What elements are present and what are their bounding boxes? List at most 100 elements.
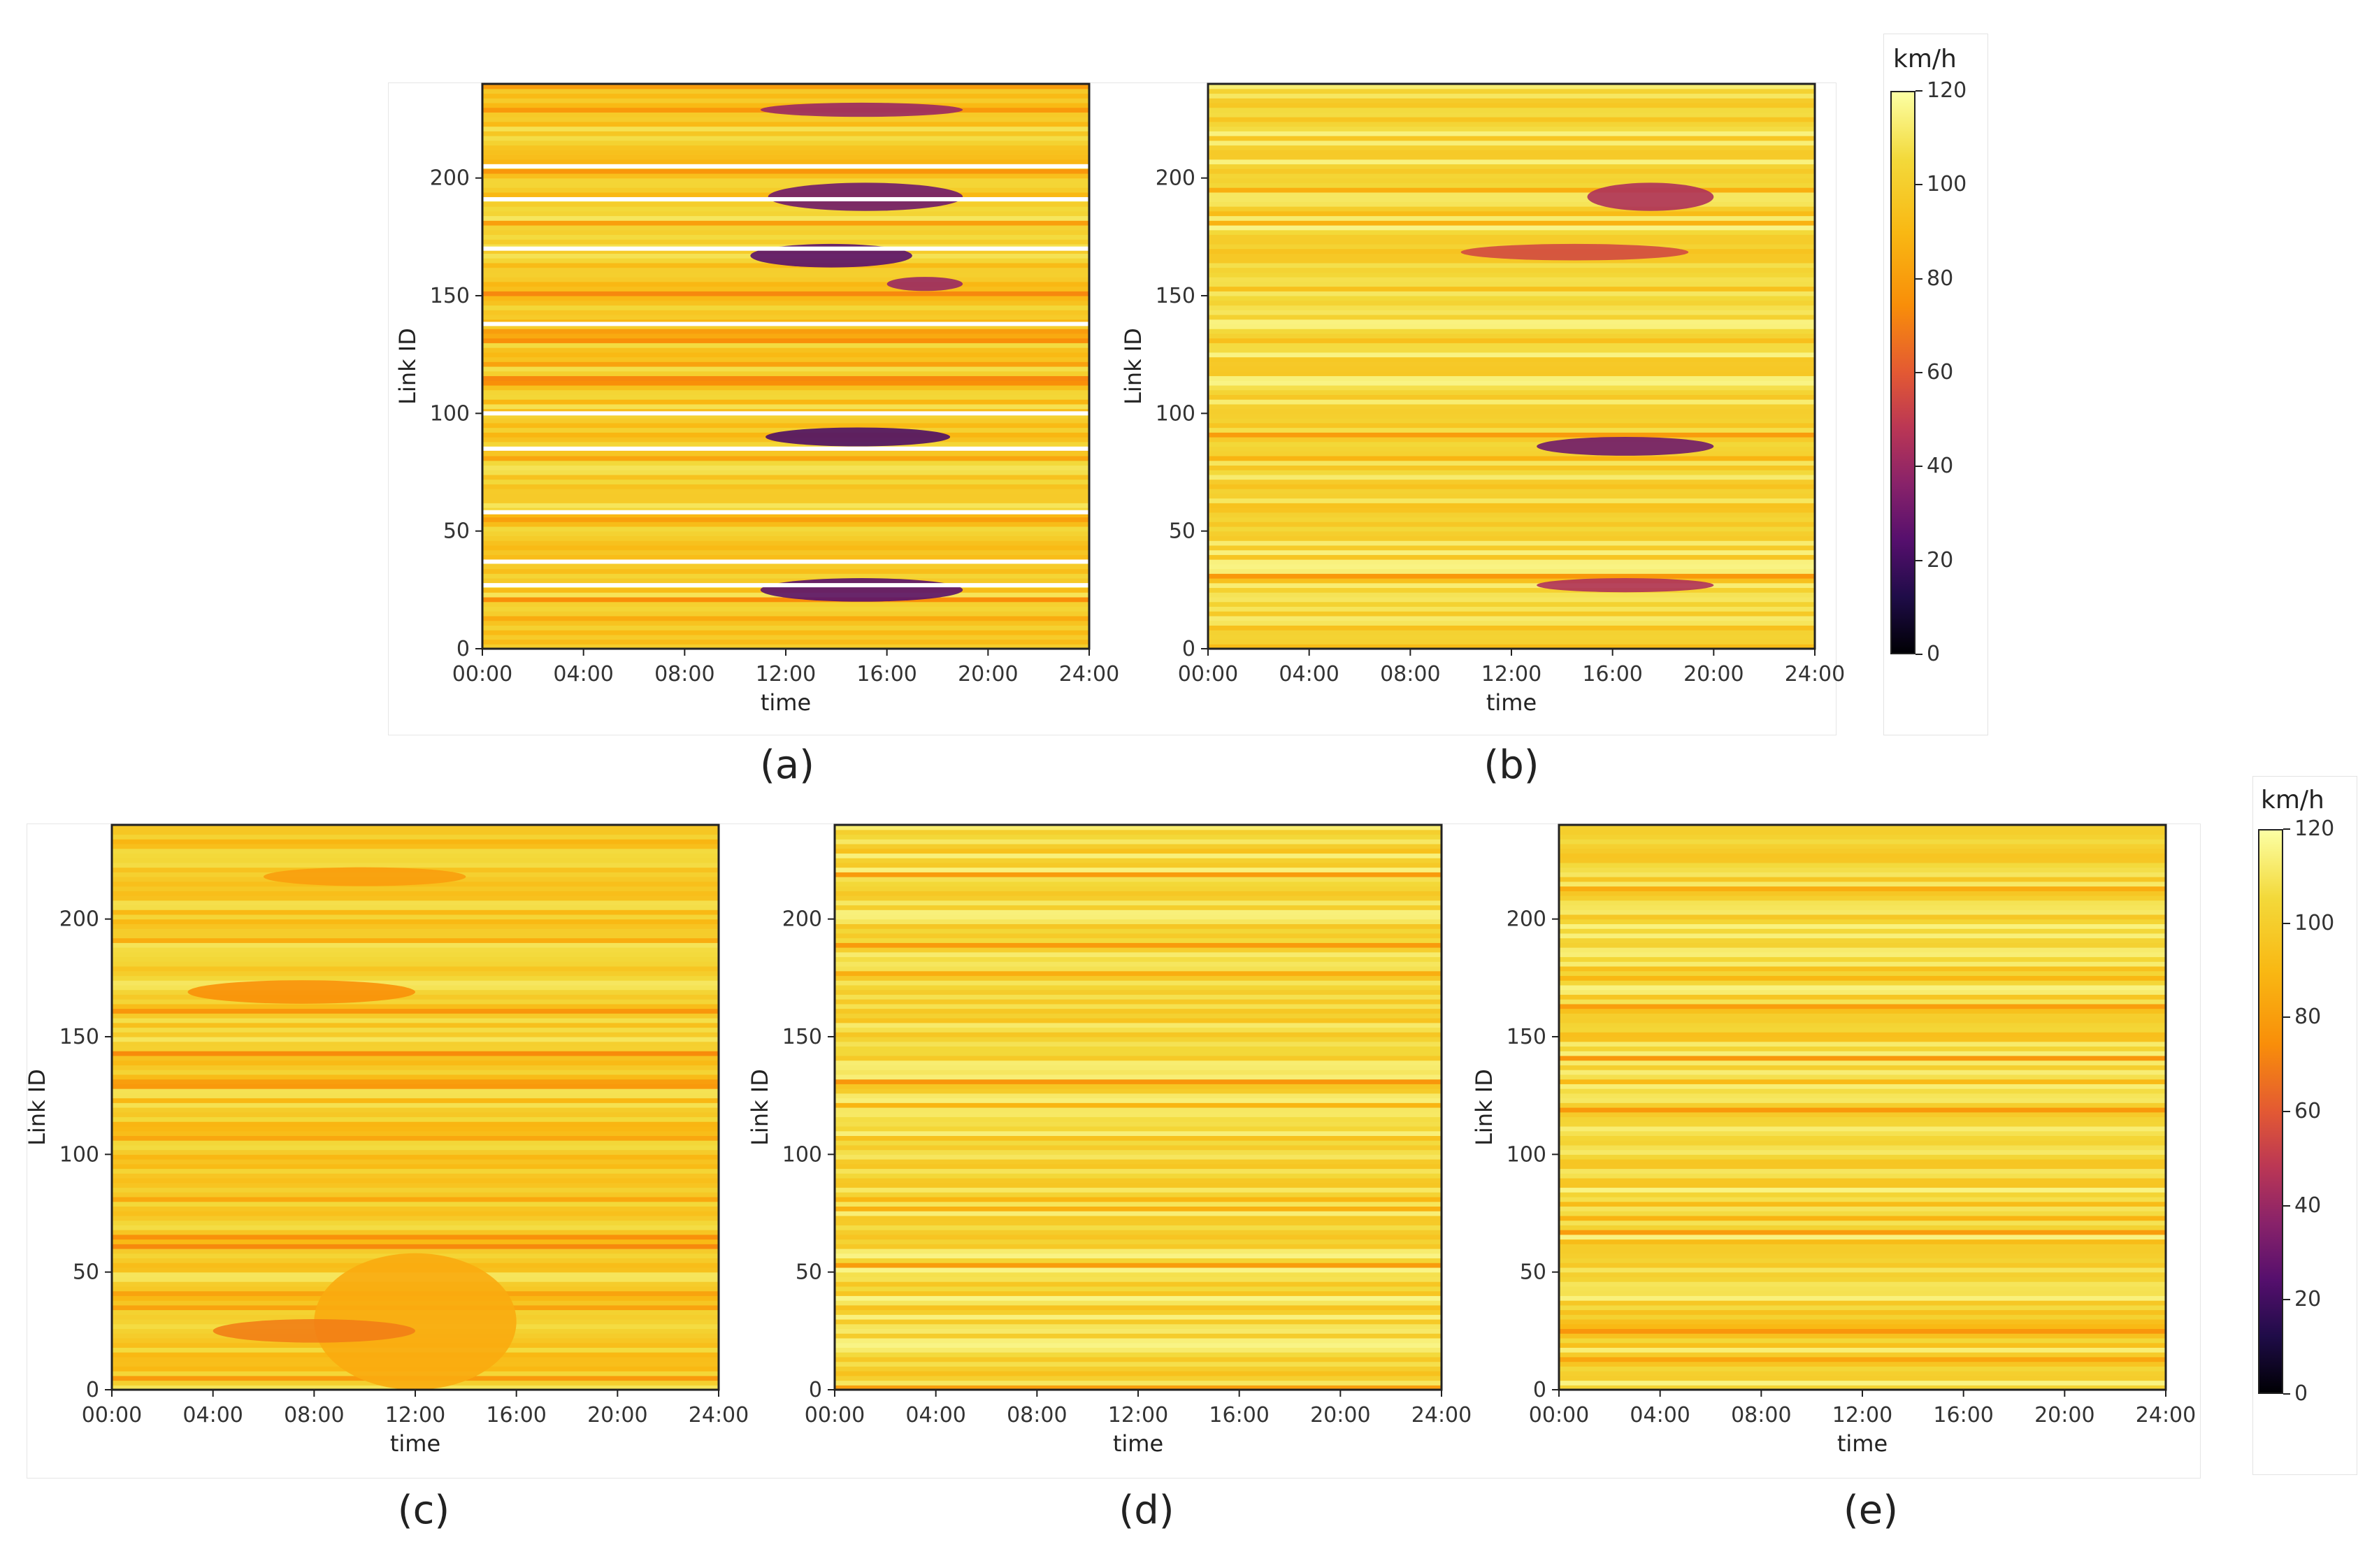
heatmap-row <box>1559 1046 2166 1051</box>
heatmap-row <box>835 1112 1442 1118</box>
heatmap-row <box>482 182 1089 188</box>
heatmap-row <box>1559 1371 2166 1376</box>
heatmap-row <box>835 1225 1442 1230</box>
heatmap-row <box>482 489 1089 494</box>
heatmap-row <box>482 277 1089 282</box>
heatmap-row <box>1208 549 1815 555</box>
heatmap-row <box>835 886 1442 891</box>
heatmap-row <box>112 886 719 891</box>
heatmap-row <box>112 1098 719 1103</box>
heatmap-row <box>835 1328 1442 1334</box>
heatmap-row <box>112 1182 719 1188</box>
heatmap-row <box>1559 1187 2166 1193</box>
colorbar-tick-mark <box>1915 372 1922 373</box>
heatmap-row <box>482 131 1089 136</box>
heatmap-row <box>482 210 1089 217</box>
heatmap-row <box>1208 215 1815 221</box>
heatmap-row <box>1559 1032 2166 1037</box>
congestion-region <box>886 277 963 292</box>
heatmap-row <box>835 900 1442 906</box>
heatmap-row <box>1559 1130 2166 1136</box>
heatmap-row <box>835 1088 1442 1094</box>
heatmap-row <box>1208 234 1815 240</box>
y-axis-label: Link ID <box>747 1069 773 1146</box>
y-tick-label: 150 <box>59 1025 99 1049</box>
heatmap-row <box>1559 1140 2166 1146</box>
heatmap-row <box>1559 1276 2166 1282</box>
x-axis-label: time <box>1113 1430 1163 1457</box>
heatmap-row <box>482 310 1089 315</box>
y-tick-label: 0 <box>809 1378 822 1402</box>
heatmap-row <box>1208 375 1815 381</box>
heatmap-panel-b: 00:00 04:00 08:00 12:00 16:00 20:00 24:00 0 50 10… <box>1120 82 1845 716</box>
heatmap-row <box>482 479 1089 484</box>
heatmap-row <box>1208 422 1815 429</box>
heatmap-row <box>1559 1272 2166 1277</box>
heatmap-row <box>1559 1008 2166 1014</box>
heatmap-row <box>112 989 719 995</box>
heatmap-row <box>112 1051 719 1056</box>
y-tick-label: 200 <box>782 907 822 932</box>
heatmap-row <box>835 1258 1442 1263</box>
heatmap-row <box>1559 1154 2166 1160</box>
heatmap-row <box>482 154 1089 160</box>
heatmap-row <box>835 1182 1442 1188</box>
missing-link-line <box>482 446 1089 451</box>
heatmap-row <box>112 1041 719 1047</box>
heatmap-row <box>1208 286 1815 292</box>
heatmap-row <box>1559 1135 2166 1141</box>
heatmap-row <box>1208 512 1815 518</box>
heatmap-row <box>1559 1366 2166 1372</box>
heatmap-row <box>1559 1361 2166 1367</box>
heatmap-row <box>1559 1149 2166 1155</box>
heatmap-row <box>1208 554 1815 560</box>
heatmap-row <box>482 606 1089 612</box>
colorbar-tick-label: 40 <box>2294 1193 2322 1218</box>
heatmap-row <box>482 563 1089 570</box>
heatmap-row <box>1559 1215 2166 1221</box>
heatmap-row <box>1559 961 2166 967</box>
heatmap-row <box>1208 324 1815 329</box>
heatmap-row <box>835 1060 1442 1065</box>
colorbar-tick-label: 0 <box>2294 1381 2308 1406</box>
congestion-region <box>768 182 963 211</box>
heatmap-row <box>835 1046 1442 1051</box>
x-tick-label: 08:00 <box>1731 1403 1791 1427</box>
heatmap-row <box>112 1112 719 1118</box>
heatmap-row <box>1208 225 1815 231</box>
heatmap-row <box>1208 187 1815 193</box>
heatmap-row <box>835 984 1442 991</box>
heatmap-row <box>835 1371 1442 1376</box>
heatmap-row <box>1208 441 1815 447</box>
heatmap-row <box>112 834 719 840</box>
heatmap-row <box>482 389 1089 395</box>
heatmap-row <box>835 947 1442 953</box>
heatmap-row <box>835 1286 1442 1292</box>
heatmap-row <box>1559 1074 2166 1080</box>
heatmap-row <box>835 1263 1442 1268</box>
heatmap-row <box>112 1102 719 1108</box>
colorbar-tick-label: 80 <box>2294 1005 2322 1030</box>
heatmap-row <box>112 1244 719 1249</box>
heatmap-row <box>1208 206 1815 212</box>
heatmap-row <box>835 923 1442 929</box>
x-tick-label: 16:00 <box>1582 662 1642 686</box>
heatmap-row <box>835 1074 1442 1080</box>
heatmap-row <box>1559 1230 2166 1235</box>
y-tick-label: 150 <box>782 1025 822 1049</box>
heatmap-panel-d: 00:00 04:00 08:00 12:00 16:00 20:00 24:00 0 50 10… <box>747 823 1472 1457</box>
heatmap-row <box>1208 625 1815 631</box>
heatmap-row <box>1208 596 1815 603</box>
heatmap-row <box>1559 1286 2166 1292</box>
heatmap-row <box>1559 1093 2166 1099</box>
heatmap-row <box>835 961 1442 967</box>
heatmap-row <box>1559 933 2166 939</box>
heatmap-row <box>835 1319 1442 1325</box>
heatmap-row <box>482 145 1089 150</box>
heatmap-row <box>1208 470 1815 475</box>
x-tick-label: 20:00 <box>2034 1403 2094 1427</box>
heatmap-row <box>1208 592 1815 598</box>
heatmap-row <box>835 1065 1442 1070</box>
heatmap-row <box>482 418 1089 424</box>
heatmap-row <box>482 596 1089 603</box>
